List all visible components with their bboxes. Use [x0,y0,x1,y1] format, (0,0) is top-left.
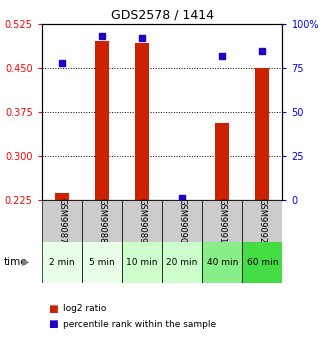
Point [260,48,265,53]
Text: ▶: ▶ [22,257,30,267]
Bar [95,41,109,200]
Text: ■: ■ [48,319,58,329]
Bar [242,200,282,242]
Point [220,53,225,59]
Text: GSM99091: GSM99091 [218,198,227,244]
Point [59,60,64,66]
Text: 5 min: 5 min [89,258,115,267]
Text: 60 min: 60 min [247,258,278,267]
Title: GDS2578 / 1414: GDS2578 / 1414 [111,9,213,22]
Point [180,196,185,201]
Bar [122,200,162,242]
Bar [162,200,202,242]
Bar [215,123,229,200]
Text: 2 min: 2 min [49,258,74,267]
Bar [42,200,82,242]
Text: GSM99087: GSM99087 [57,198,66,244]
Bar [55,193,69,200]
Bar [256,68,269,200]
Point [140,36,145,41]
Point [100,34,105,39]
Bar [82,241,122,283]
Bar [122,241,162,283]
Text: percentile rank within the sample: percentile rank within the sample [63,320,216,329]
Text: ■: ■ [48,304,58,314]
Text: 10 min: 10 min [126,258,158,267]
Text: GSM99088: GSM99088 [97,198,107,244]
Text: GSM99092: GSM99092 [258,198,267,244]
Text: 40 min: 40 min [207,258,238,267]
Text: 20 min: 20 min [167,258,198,267]
Bar [242,241,282,283]
Bar [202,200,242,242]
Bar [135,43,149,200]
Bar [82,200,122,242]
Text: GSM99089: GSM99089 [137,198,147,244]
Bar [42,241,82,283]
Text: log2 ratio: log2 ratio [63,304,106,313]
Bar [202,241,242,283]
Text: GSM99090: GSM99090 [178,198,187,244]
Text: time: time [3,257,27,267]
Bar [162,241,202,283]
